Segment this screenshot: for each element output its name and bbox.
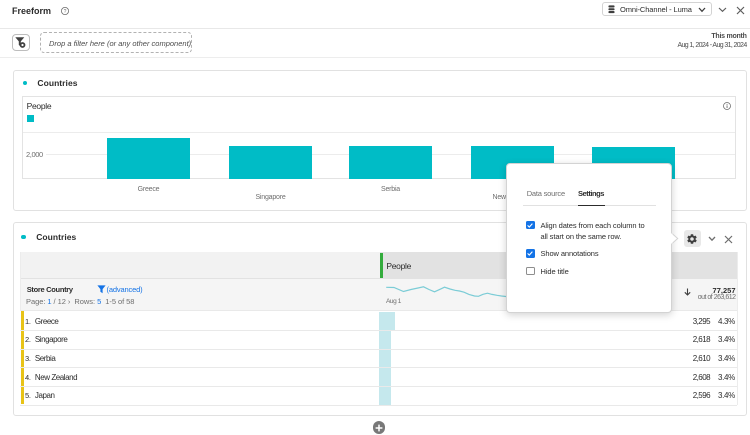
svg-text:?: ? [64, 9, 67, 15]
